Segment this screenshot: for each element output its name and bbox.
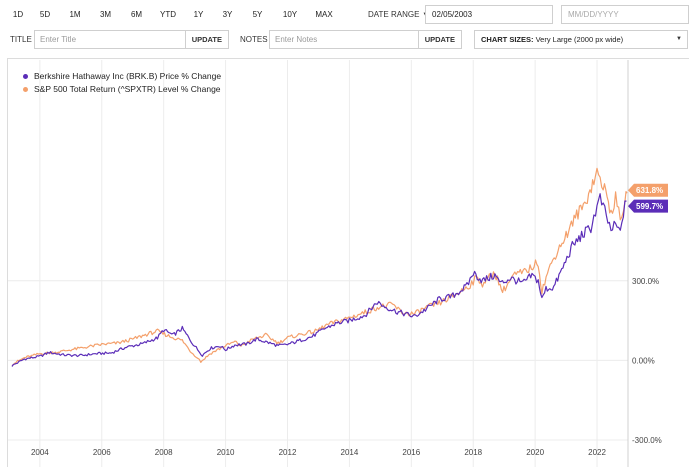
legend-label-brk: Berkshire Hathaway Inc (BRK.B) Price % C… xyxy=(34,70,221,83)
chart-page: 1D 5D 1M 3M 6M YTD 1Y 3Y 5Y 10Y MAX DATE… xyxy=(0,0,690,467)
x-tick-label: 2004 xyxy=(31,448,49,457)
x-tick-label: 2008 xyxy=(155,448,173,457)
last-value-tags: 599.7% 631.8% xyxy=(628,184,668,213)
x-tick-label: 2020 xyxy=(526,448,544,457)
brk-last-value-tag: 599.7% xyxy=(628,200,668,213)
x-tick-label: 2006 xyxy=(93,448,111,457)
legend-marker-brk xyxy=(23,74,28,79)
x-tick-label: 2022 xyxy=(588,448,606,457)
legend-marker-spx xyxy=(23,87,28,92)
y-tick-label: 300.0% xyxy=(632,277,659,286)
brk-series-line xyxy=(12,194,627,367)
axes: 2004 2006 2008 2010 2012 2014 2016 2018 2020 2022… xyxy=(31,60,662,467)
x-tick-label: 2014 xyxy=(341,448,359,457)
value-tag-label: 631.8% xyxy=(636,186,663,195)
x-tick-label: 2018 xyxy=(464,448,482,457)
x-tick-label: 2012 xyxy=(279,448,297,457)
y-tick-label: 0.00% xyxy=(632,356,655,365)
legend-label-spx: S&P 500 Total Return (^SPXTR) Level % Ch… xyxy=(34,83,221,96)
x-tick-label: 2016 xyxy=(402,448,420,457)
y-tick-label: -300.0% xyxy=(632,436,662,445)
value-tag-label: 599.7% xyxy=(636,202,663,211)
chart-legend: Berkshire Hathaway Inc (BRK.B) Price % C… xyxy=(23,70,221,96)
legend-item-brk[interactable]: Berkshire Hathaway Inc (BRK.B) Price % C… xyxy=(23,70,221,83)
x-tick-label: 2010 xyxy=(217,448,235,457)
legend-item-spx[interactable]: S&P 500 Total Return (^SPXTR) Level % Ch… xyxy=(23,83,221,96)
spx-last-value-tag: 631.8% xyxy=(628,184,668,197)
